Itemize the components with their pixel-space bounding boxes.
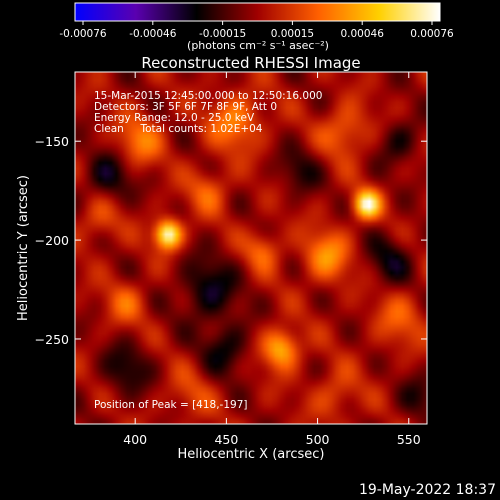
colorbar-unit-label: (photons cm⁻² s⁻¹ asec⁻²) <box>187 39 329 52</box>
colorbar-tick-label: 0.00076 <box>410 28 454 40</box>
y-tick-label: −200 <box>35 233 69 248</box>
colorbar-tick-label: -0.00046 <box>129 28 177 40</box>
colorbar-tick-label: 0.00046 <box>340 28 384 40</box>
x-axis-label: Heliocentric X (arcsec) <box>178 447 325 462</box>
x-tick-label: 500 <box>306 432 330 447</box>
colorbar-tick-label: 0.00015 <box>271 28 314 40</box>
info-line-time: 15-Mar-2015 12:45:00.000 to 12:50:16.000 <box>94 90 322 102</box>
info-line-energy: Energy Range: 12.0 - 25.0 keV <box>94 112 255 124</box>
footer-date: 19-May-2022 18:37 <box>359 482 496 498</box>
peak-position-label: Position of Peak = [418,-197] <box>94 399 248 411</box>
colorbar-tick-label: -0.00076 <box>59 28 107 40</box>
x-tick-label: 450 <box>214 432 238 447</box>
colorbar-ticks: -0.00076 -0.00046 -0.00015 0.00015 0.00046 0.… <box>59 21 454 40</box>
plot-frame <box>74 71 428 425</box>
colorbar-tick-label: -0.00015 <box>199 28 246 40</box>
info-block: 15-Mar-2015 12:45:00.000 to 12:50:16.000… <box>94 90 322 135</box>
chart-title: Reconstructed RHESSI Image <box>141 54 360 72</box>
x-tick-label: 550 <box>397 432 421 447</box>
info-line-detectors: Detectors: 3F 5F 6F 7F 8F 9F, Att 0 <box>94 101 277 113</box>
colorbar: -0.00076 -0.00046 -0.00015 0.00015 0.00046 0.… <box>59 2 454 52</box>
y-tick-label: −250 <box>35 332 69 347</box>
axis-ticks: 400 450 500 550 −150 −200 −250 <box>35 72 427 447</box>
plot-area: 400 450 500 550 −150 −200 −250 15-Mar-2015 12:… <box>35 71 428 447</box>
colorbar-gradient <box>74 2 441 22</box>
x-tick-label: 400 <box>123 432 147 447</box>
heatmap-image <box>75 72 427 424</box>
y-tick-label: −150 <box>35 134 69 149</box>
y-axis-label: Heliocentric Y (arcsec) <box>16 175 31 321</box>
info-line-clean: Clean Total counts: 1.02E+04 <box>94 123 263 135</box>
